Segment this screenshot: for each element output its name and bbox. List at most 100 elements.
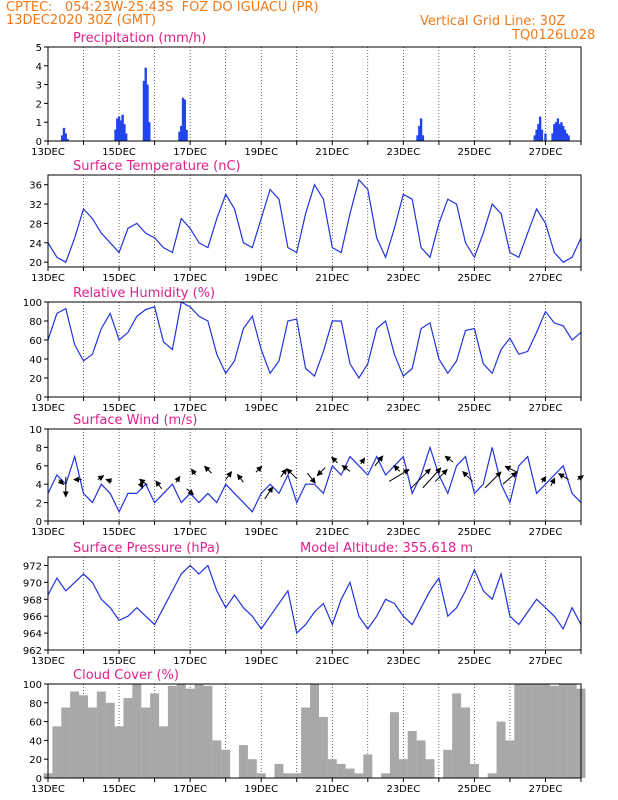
- precip-bar: [117, 116, 121, 141]
- cloud-bar: [345, 768, 355, 778]
- x-tick-label: 19DEC: [244, 147, 278, 158]
- plot-frame: [47, 556, 582, 651]
- cloud-bar: [487, 773, 497, 778]
- cloud-bar: [185, 688, 195, 778]
- cloud-bar: [256, 773, 266, 778]
- rh-line: [47, 301, 582, 380]
- x-tick-label: 13DEC: [31, 273, 65, 284]
- cloud-bar: [549, 685, 559, 778]
- x-tick-label: 15DEC: [102, 273, 136, 284]
- x-tick-label: 25DEC: [458, 784, 492, 795]
- precip-bar: [535, 129, 538, 141]
- y-tick-label: 0: [36, 137, 42, 148]
- y-tick-label: 6: [36, 462, 42, 473]
- y-tick-label: 40: [29, 736, 42, 747]
- wind-arrow: [558, 473, 569, 481]
- x-tick-label: 13DEC: [31, 784, 65, 795]
- precip-bar: [553, 124, 556, 141]
- cloud-bar: [203, 685, 213, 778]
- wind-arrow: [137, 482, 144, 489]
- wind-arrow: [286, 468, 298, 480]
- x-tick-label: 17DEC: [173, 403, 207, 414]
- wind-arrow: [410, 468, 431, 490]
- wind-arrow: [359, 457, 366, 465]
- precip-bar: [61, 135, 64, 141]
- cloud-bar: [389, 712, 399, 778]
- cloud-bar: [452, 693, 462, 778]
- x-tick-label: 23DEC: [386, 147, 420, 158]
- cloud-bar: [496, 721, 506, 778]
- precip-bar: [537, 124, 540, 141]
- precip-bar: [565, 133, 568, 141]
- precip-bar: [180, 125, 183, 141]
- y-tick-label: 1: [36, 118, 42, 129]
- cloud-bar: [150, 693, 160, 778]
- cloud-bar: [96, 691, 106, 778]
- cloud-bar: [61, 707, 71, 778]
- x-tick-label: 21DEC: [315, 527, 349, 538]
- x-tick-label: 23DEC: [386, 273, 420, 284]
- y-tick-label: 24: [29, 239, 42, 250]
- precip-bar: [146, 84, 149, 141]
- precip-bar: [144, 67, 147, 141]
- x-tick-label: 17DEC: [173, 147, 207, 158]
- x-tick-label: 23DEC: [386, 656, 420, 667]
- y-tick-label: 8: [36, 443, 42, 454]
- cloud-bar: [238, 745, 248, 778]
- x-tick-label: 27DEC: [529, 147, 563, 158]
- cloud-bar: [354, 773, 364, 778]
- precip-bar: [148, 122, 151, 141]
- precip-bar: [64, 133, 67, 141]
- x-tick-label: 15DEC: [102, 527, 136, 538]
- precip-bar: [419, 118, 423, 141]
- cloud-bar: [105, 702, 115, 778]
- wind-arrow: [504, 465, 518, 473]
- temp-chart: Surface Temperature (nC) 20 24 28 32 36 13DEC 1…: [29, 159, 582, 284]
- y-tick-label: 4: [36, 62, 42, 73]
- y-tick-label: 20: [29, 755, 42, 766]
- precip-bar: [121, 114, 124, 141]
- header-code: TQ0126L028: [512, 28, 596, 43]
- chart-title: Surface Wind (m/s): [73, 413, 197, 428]
- y-tick-label: 962: [23, 646, 42, 657]
- cloud-bar: [558, 684, 568, 778]
- x-tick-label: 17DEC: [173, 273, 207, 284]
- wind-arrow: [97, 475, 105, 482]
- wind-arrow: [264, 486, 274, 500]
- y-tick-label: 966: [23, 612, 42, 623]
- wind-arrow: [502, 471, 518, 485]
- precip-bar: [538, 116, 542, 141]
- cloud-bar: [381, 773, 391, 778]
- cloud-bar: [327, 759, 337, 778]
- wind-arrow: [549, 477, 556, 487]
- y-tick-label: 100: [23, 680, 42, 691]
- pres-chart: Surface Pressure (hPa) Model Altitude: 35…: [23, 541, 582, 667]
- precip-bar: [185, 129, 188, 141]
- cloud-bar: [514, 684, 524, 778]
- wind-arrow: [577, 475, 584, 482]
- cloud-bar: [425, 759, 435, 778]
- header-station: CPTEC: 054:23W-25:43S FOZ DO IGUACU (PR): [6, 0, 319, 15]
- cloud-bar: [363, 754, 373, 778]
- wind-arrow: [462, 471, 473, 482]
- chart-title-extra: Model Altitude: 355.618 m: [300, 541, 473, 556]
- precip-bar: [178, 131, 181, 141]
- cloud-bar: [398, 759, 408, 778]
- cloud-bar: [158, 726, 168, 778]
- wind-arrow: [57, 478, 65, 486]
- y-tick-label: 80: [29, 317, 42, 328]
- cloud-bar: [301, 707, 311, 778]
- wind-chart: Surface Wind (m/s) 0 2 4 6 8 10 13DEC 15DEC 17DEC…: [29, 413, 584, 538]
- header-date: 13DEC2020 30Z (GMT): [6, 13, 157, 28]
- y-tick-label: 0: [36, 517, 42, 528]
- x-tick-label: 15DEC: [102, 656, 136, 667]
- x-tick-label: 13DEC: [31, 527, 65, 538]
- x-tick-label: 17DEC: [173, 656, 207, 667]
- wind-arrow: [191, 468, 197, 476]
- wind-arrow: [255, 465, 263, 473]
- chart-title: Precipitation (mm/h): [73, 31, 206, 46]
- y-tick-label: 32: [29, 200, 42, 211]
- temp-line: [47, 178, 582, 264]
- precip-bar: [533, 135, 537, 141]
